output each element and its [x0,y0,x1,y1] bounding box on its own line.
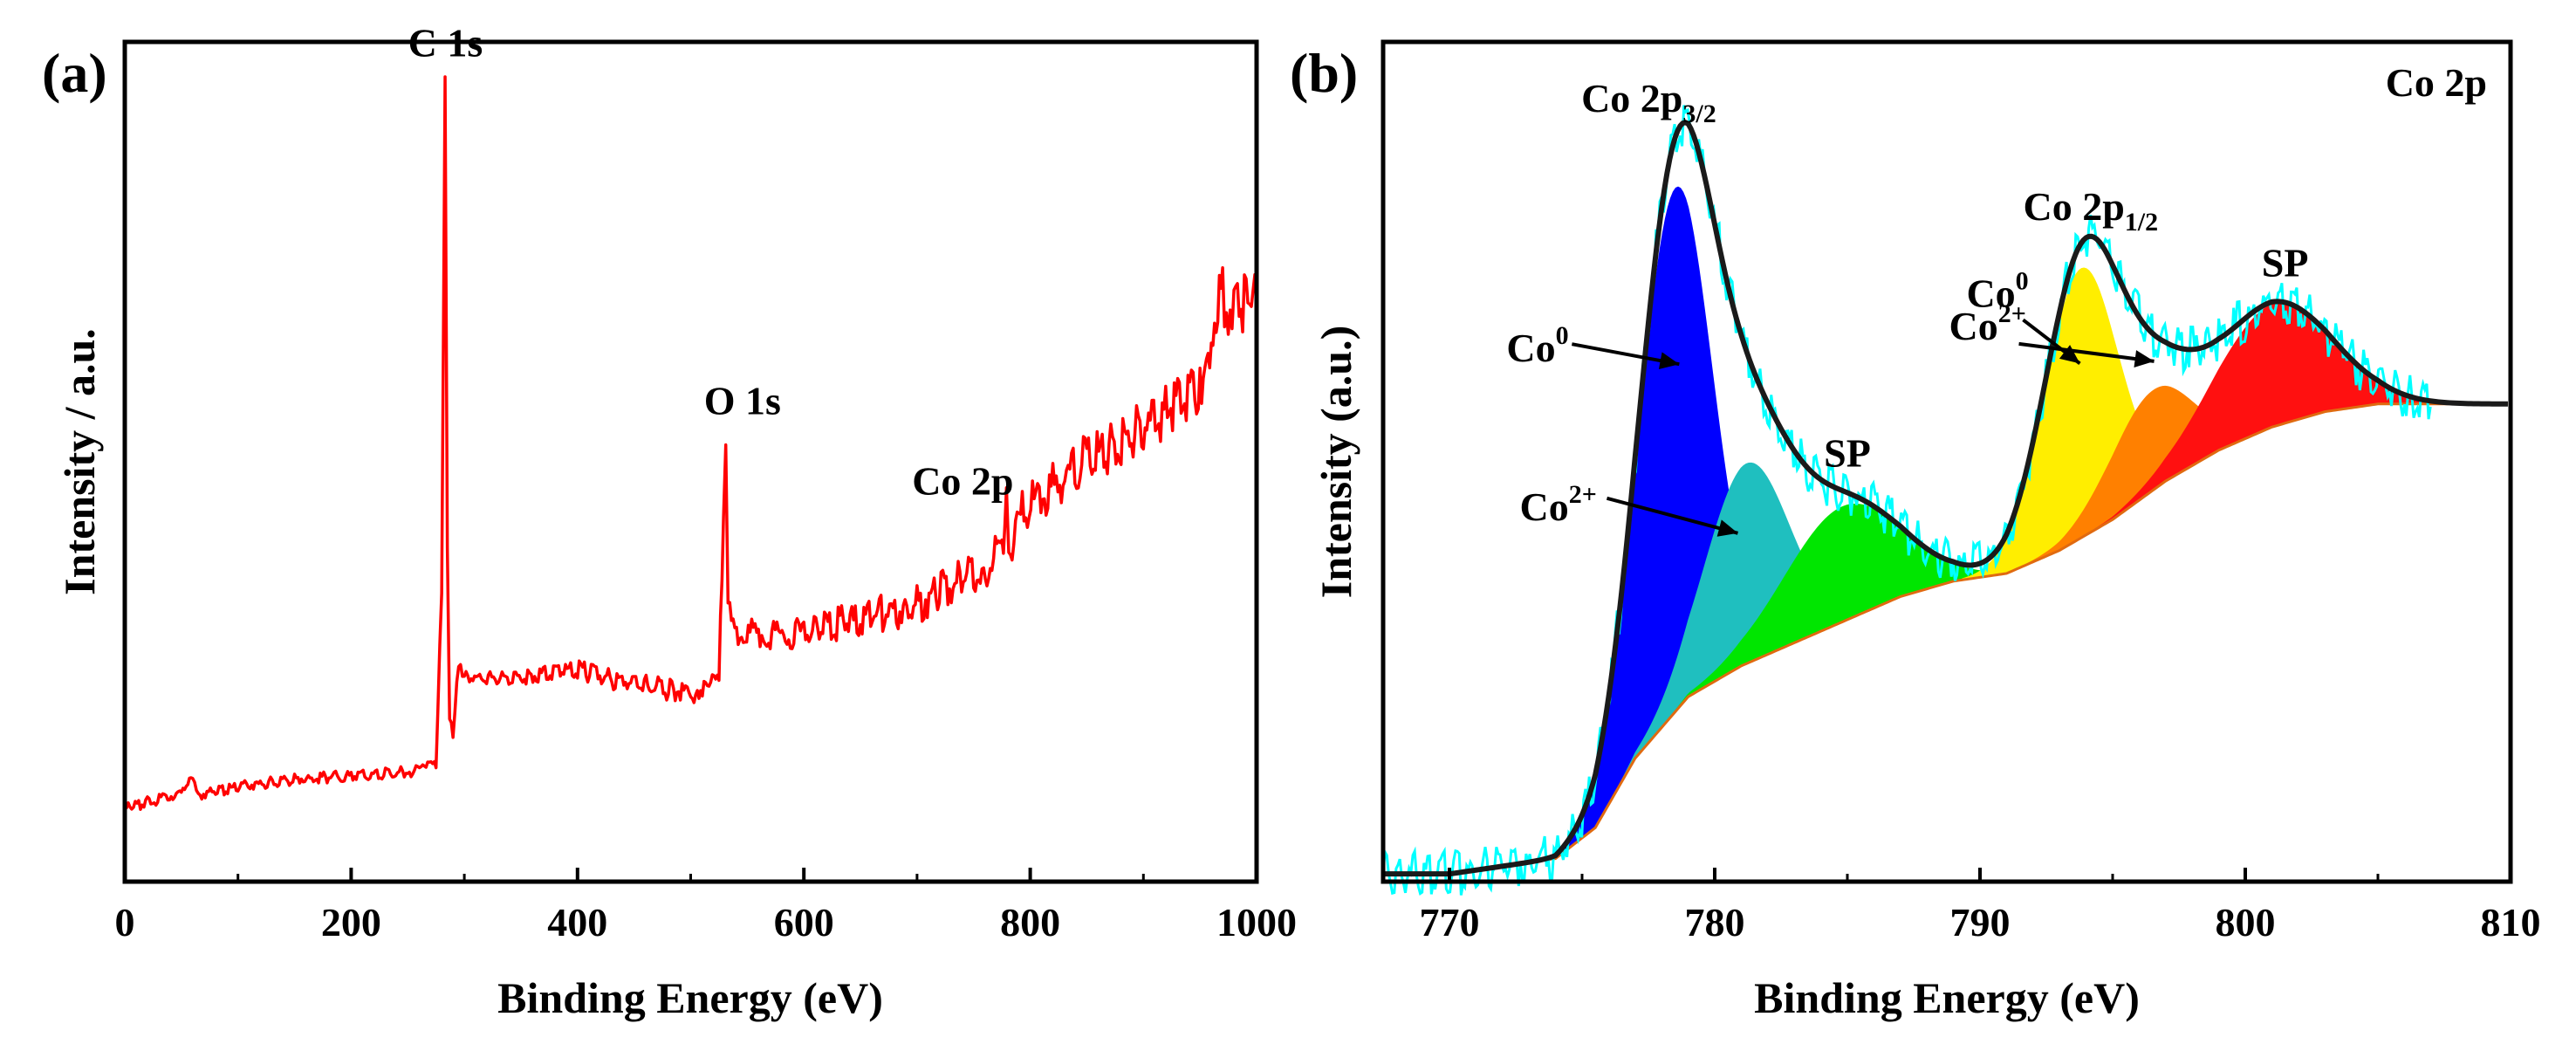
fit-component-area [1655,503,2027,735]
x-tick-label: 600 [774,900,834,944]
fit-component-area [1962,267,2198,580]
peak-label: C 1s [408,21,483,65]
x-tick-label: 780 [1685,900,1745,944]
label-co2plus-32-text: Co [1519,484,1568,529]
panel-b-x-ticks: 770 780 790 800 810 [1420,868,2541,944]
label-co0-12-superscript: 0 [2016,266,2029,295]
label-sp-12-text: SP [2262,240,2309,285]
label-co0-12: Co0 [1966,266,2028,315]
panel-b-frame [1380,39,2513,884]
panel-a-xlabel: Binding Energy (eV) [497,973,883,1022]
fit-component-area [2085,302,2456,536]
panel-b-xlabel: Binding Energy (eV) [1754,973,2140,1022]
peak-label-co2p12-text: Co 2p [2023,184,2124,229]
fit-component-area [1610,462,1881,801]
background-line [1383,402,2508,876]
panel-b-label: (b) [1290,42,1358,104]
peak-label-text: C 1s [408,21,483,65]
panel-a: (a) 0 200 400 600 800 1000 Binding Energy (eV… [42,21,1297,1022]
peak-label: Co 2p [912,459,1013,504]
label-co0-12-text: Co [1966,271,2015,315]
x-tick-label: 810 [2481,900,2541,944]
panel-b-title: Co 2p [2386,60,2487,105]
x-tick-label: 400 [547,900,607,944]
x-tick-label: 800 [1000,900,1060,944]
x-tick-label: 770 [1420,900,1480,944]
peak-label-co2p32-text: Co 2p [1581,76,1682,120]
label-co0-32-superscript: 0 [1556,321,1569,350]
raw-data-line [1381,105,2432,896]
survey-spectrum-line [124,75,1258,811]
label-sp-12: SP [2262,240,2309,285]
panel-a-label: (a) [42,42,107,104]
peak-label: O 1s [704,379,781,423]
x-tick-label: 800 [2216,900,2276,944]
panel-a-x-ticks: 0 200 400 600 800 1000 [115,868,1297,944]
label-co2plus-12: Co2+ [1949,299,2026,348]
x-tick-label: 0 [115,900,135,944]
panel-a-plot [124,75,1258,811]
fit-component-area [1556,186,1792,859]
panel-b-plot [1381,105,2508,896]
annotation-arrow-head [1658,352,1680,369]
peak-label-co2p12-subscript: 1/2 [2125,208,2158,237]
panel-a-annotations: C 1s O 1s Co 2p [408,21,1014,504]
peak-label-co2p12: Co 2p1/2 [2023,184,2158,237]
label-co2plus-12-superscript: 2+ [1998,299,2026,328]
label-co2plus-12-text: Co [1949,304,1998,348]
annotation-arrow-line [2018,341,2155,363]
label-co2plus-32-superscript: 2+ [1569,480,1597,509]
label-sp-32-text: SP [1824,430,1871,475]
x-tick-label: 790 [1950,900,2011,944]
annotation-arrow-head [1716,519,1738,537]
panel-b-ylabel: Intensity (a.u.) [1312,326,1360,599]
peak-label-text: Co 2p [912,459,1013,504]
label-co0-32-text: Co [1506,326,1555,370]
x-tick-label: 200 [321,900,381,944]
annotation-arrow-head [2134,350,2155,367]
peak-label-text: O 1s [704,379,781,423]
annotation-arrow-line [1606,496,1738,535]
panel-a-frame [122,39,1259,884]
panel-b: (b) 770 780 790 800 810 Binding Energy (eV) … [1290,39,2541,1022]
annotation-arrow-head [2059,345,2080,364]
panel-a-ylabel: Intensity / a.u. [55,328,104,595]
label-co0-32: Co0 [1506,321,1568,370]
peak-label-co2p32: Co 2p3/2 [1581,76,1716,128]
label-co2plus-32: Co2+ [1519,480,1596,529]
x-tick-label: 1000 [1216,900,1297,944]
peak-label-co2p32-subscript: 3/2 [1682,100,1716,128]
label-sp-32: SP [1824,430,1871,475]
fit-envelope-line [1383,120,2508,877]
